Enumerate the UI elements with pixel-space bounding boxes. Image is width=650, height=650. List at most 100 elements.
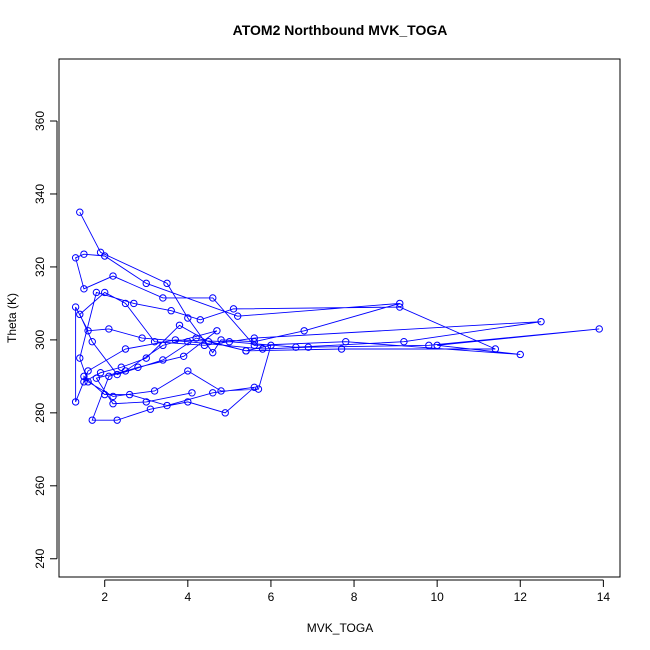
data-point	[433, 341, 441, 350]
data-point	[217, 387, 225, 395]
x-axis-label: MVK_TOGA	[307, 621, 373, 635]
data-point	[292, 343, 300, 351]
data-point	[76, 208, 84, 216]
data-point	[146, 405, 155, 413]
data-point	[121, 367, 130, 375]
data-point	[258, 345, 267, 353]
data-point	[134, 363, 142, 371]
data-point	[225, 338, 234, 346]
data-point	[130, 299, 138, 308]
data-point	[101, 252, 109, 260]
y-tick-label: 300	[33, 330, 47, 350]
data-point	[267, 341, 275, 350]
data-point	[121, 345, 130, 353]
data-point	[171, 336, 180, 344]
data-point	[250, 334, 259, 342]
data-point	[71, 398, 80, 406]
plot-frame	[58, 58, 621, 578]
data-point	[76, 354, 84, 362]
data-point	[142, 398, 150, 406]
data-point	[92, 374, 101, 382]
x-tick-label: 8	[351, 590, 358, 604]
data-point	[96, 248, 105, 257]
data-point	[196, 316, 204, 324]
data-point	[175, 321, 184, 329]
data-point	[217, 336, 225, 344]
data-point	[425, 341, 433, 350]
data-point	[516, 350, 524, 359]
data-point	[250, 338, 259, 346]
data-point	[184, 338, 192, 346]
data-point	[304, 343, 313, 351]
data-point	[109, 392, 117, 401]
data-point	[250, 341, 259, 350]
x-axis: 2 4 6 8 10 12 14	[101, 579, 611, 604]
data-point	[188, 389, 196, 397]
data-point	[342, 338, 350, 346]
data-point	[163, 279, 171, 288]
data-point	[209, 348, 217, 357]
data-point	[142, 279, 150, 288]
y-tick-label: 280	[33, 403, 47, 423]
data-point	[233, 312, 242, 320]
data-point	[101, 288, 109, 297]
data-point	[113, 370, 121, 379]
data-point	[84, 378, 92, 386]
data-point	[76, 310, 84, 319]
y-tick-label: 260	[33, 475, 47, 495]
data-point	[184, 398, 192, 406]
x-tick-label: 6	[268, 590, 275, 604]
data-point	[80, 250, 88, 258]
y-tick-label: 320	[33, 257, 47, 277]
series-points	[71, 208, 603, 424]
data-point	[96, 369, 105, 377]
data-point	[184, 314, 192, 322]
data-point	[159, 341, 167, 350]
data-point	[221, 409, 229, 417]
data-point	[88, 416, 96, 424]
data-point	[537, 317, 545, 326]
y-axis: 240 260 280 300 320 340 360	[33, 111, 58, 569]
data-point	[80, 285, 88, 293]
data-point	[84, 367, 92, 375]
y-tick-label: 240	[33, 548, 47, 568]
data-point	[71, 254, 80, 262]
data-point	[163, 401, 171, 410]
data-point	[88, 338, 96, 346]
data-point	[117, 363, 126, 371]
data-point	[80, 378, 88, 386]
x-tick-label: 14	[597, 590, 611, 604]
data-point	[159, 294, 167, 302]
data-point	[192, 334, 200, 342]
data-point	[204, 338, 213, 346]
data-point	[125, 390, 134, 399]
data-point	[242, 347, 250, 355]
data-point	[159, 356, 167, 364]
data-point	[150, 338, 159, 346]
data-point	[200, 341, 209, 350]
x-tick-label: 12	[514, 590, 528, 604]
chart-title: ATOM2 Northbound MVK_TOGA	[233, 22, 448, 38]
data-point	[184, 367, 192, 375]
data-point	[213, 327, 221, 335]
data-point	[396, 303, 404, 311]
data-point	[229, 305, 238, 313]
series-lines	[75, 212, 600, 421]
data-point	[71, 303, 80, 311]
x-tick-label: 2	[101, 590, 108, 604]
data-point	[105, 325, 113, 333]
data-point	[101, 390, 109, 399]
data-point	[113, 416, 121, 424]
series-line	[75, 212, 600, 421]
y-axis-label: Theta (K)	[5, 293, 19, 343]
data-point	[337, 345, 346, 353]
data-point	[167, 307, 175, 315]
data-point	[209, 389, 217, 397]
data-point	[396, 299, 404, 308]
data-point	[142, 354, 150, 362]
data-point	[121, 299, 130, 308]
y-tick-label: 340	[33, 184, 47, 204]
data-point	[400, 338, 408, 346]
x-tick-label: 4	[184, 590, 191, 604]
